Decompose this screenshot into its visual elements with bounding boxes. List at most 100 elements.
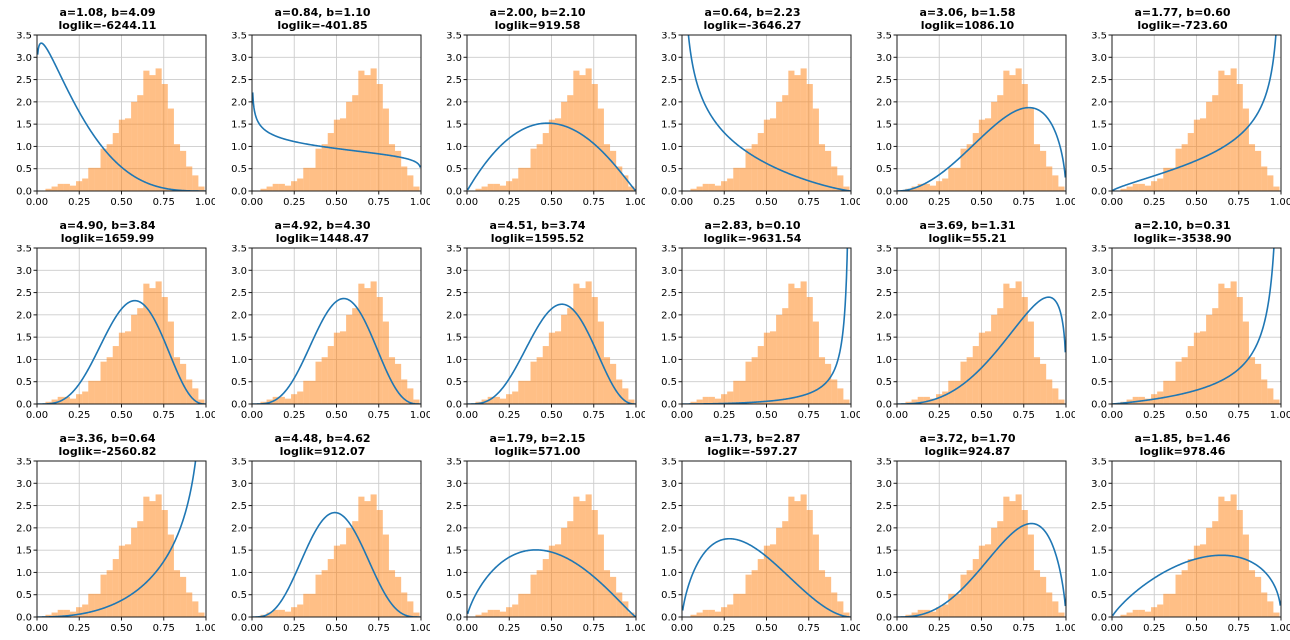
svg-text:0.0: 0.0 [876,613,892,624]
svg-text:2.0: 2.0 [231,523,247,534]
subplot-title-loglik: loglik=-3538.90 [1133,232,1232,245]
beta-pdf-curve [467,303,636,404]
svg-text:3.0: 3.0 [1091,479,1107,490]
svg-text:0.75: 0.75 [1228,410,1250,421]
subplot-title-params: a=2.83, b=0.10 [704,219,801,232]
svg-text:0.75: 0.75 [1013,197,1035,208]
tick-labels: 0.0 0.5 1.0 1.5 2.0 2.5 3.0 3.5 0.00 0.25 0.50 0.75… [661,32,860,208]
histogram-bars [45,281,205,404]
svg-text:3.5: 3.5 [446,458,462,468]
svg-text:0.50: 0.50 [755,410,777,421]
tick-labels: 0.0 0.5 1.0 1.5 2.0 2.5 3.0 3.5 0.00 0.25 0.50 0.75… [16,32,215,208]
svg-text:0.5: 0.5 [661,164,677,175]
beta-pdf-curve [37,299,206,404]
svg-text:3.5: 3.5 [876,245,892,255]
subplot-title: a=1.73, b=2.87 loglik=-597.27 [645,426,860,458]
subplot-title-loglik: loglik=1448.47 [275,232,370,245]
svg-text:0.00: 0.00 [241,197,263,208]
svg-text:3.0: 3.0 [16,479,32,490]
svg-text:2.5: 2.5 [661,501,677,512]
svg-text:0.50: 0.50 [755,197,777,208]
svg-text:0.00: 0.00 [671,410,693,421]
subplot-title-loglik: loglik=-3646.27 [703,19,802,32]
svg-text:1.5: 1.5 [876,546,892,557]
subplot-title-loglik: loglik=1086.10 [920,19,1015,32]
subplot-title-loglik: loglik=924.87 [924,445,1011,458]
svg-text:1.00: 1.00 [625,410,645,421]
subplot-axes: 0.0 0.5 1.0 1.5 2.0 2.5 3.0 3.5 0.00 0.25 0.50 0.75… [1091,32,1290,208]
svg-text:0.75: 0.75 [1228,197,1250,208]
svg-text:3.0: 3.0 [876,266,892,277]
subplot-title: a=0.84, b=1.10 loglik=-401.85 [215,0,430,32]
svg-text:1.5: 1.5 [661,546,677,557]
svg-text:0.75: 0.75 [583,197,605,208]
svg-text:0.5: 0.5 [231,377,247,388]
beta-pdf-curve [467,122,636,191]
svg-text:0.5: 0.5 [446,590,462,601]
svg-text:1.0: 1.0 [661,568,677,579]
svg-text:0.5: 0.5 [16,164,32,175]
svg-text:0.75: 0.75 [368,197,390,208]
svg-text:0.25: 0.25 [713,623,735,634]
svg-text:3.5: 3.5 [231,458,247,468]
svg-text:2.0: 2.0 [876,97,892,108]
svg-text:1.0: 1.0 [231,568,247,579]
subplot-cell: a=3.72, b=1.70 loglik=924.87 0.0 0.5 1.0 1.5 2… [860,426,1075,639]
beta-pdf-curve [252,297,421,404]
svg-text:1.5: 1.5 [16,120,32,131]
subplot-title-loglik: loglik=978.46 [1139,445,1226,458]
svg-text:0.75: 0.75 [798,410,820,421]
svg-text:0.5: 0.5 [1091,164,1107,175]
svg-text:3.0: 3.0 [231,479,247,490]
svg-text:1.00: 1.00 [1270,410,1290,421]
tick-labels: 0.0 0.5 1.0 1.5 2.0 2.5 3.0 3.5 0.00 0.25 0.50 0.75… [16,245,215,421]
subplot-title-params: a=3.36, b=0.64 [59,432,156,445]
tick-labels: 0.0 0.5 1.0 1.5 2.0 2.5 3.0 3.5 0.00 0.25 0.50 0.75… [876,245,1075,421]
subplot-title-params: a=1.77, b=0.60 [1134,6,1231,19]
svg-text:0.5: 0.5 [446,377,462,388]
subplot-title: a=2.10, b=0.31 loglik=-3538.90 [1075,213,1290,245]
subplot-title-params: a=1.85, b=1.46 [1134,432,1231,445]
svg-text:2.0: 2.0 [446,97,462,108]
svg-text:0.00: 0.00 [1101,623,1123,634]
svg-text:0.00: 0.00 [26,410,48,421]
svg-text:1.5: 1.5 [1091,120,1107,131]
svg-text:3.0: 3.0 [231,53,247,64]
subplot-title-loglik: loglik=-597.27 [707,445,798,458]
beta-pdf-curve [1112,248,1275,404]
subplot-title-params: a=4.51, b=3.74 [489,219,586,232]
subplot-title: a=1.77, b=0.60 loglik=-723.60 [1075,0,1290,32]
svg-text:1.00: 1.00 [195,197,215,208]
svg-text:0.00: 0.00 [241,623,263,634]
svg-text:0.0: 0.0 [231,613,247,624]
subplot-cell: a=2.10, b=0.31 loglik=-3538.90 0.0 0.5 1.0 1.… [1075,213,1290,426]
subplot-title: a=2.83, b=0.10 loglik=-9631.54 [645,213,860,245]
svg-text:0.0: 0.0 [16,400,32,411]
histogram-bars [45,494,205,617]
subplot-title-loglik: loglik=919.58 [494,19,581,32]
svg-text:1.00: 1.00 [410,623,430,634]
svg-text:0.50: 0.50 [325,623,347,634]
svg-text:0.75: 0.75 [153,623,175,634]
beta-pdf-curve [897,296,1066,404]
svg-text:1.5: 1.5 [446,333,462,344]
svg-text:0.25: 0.25 [928,197,950,208]
svg-text:0.25: 0.25 [283,623,305,634]
subplot-title-params: a=3.72, b=1.70 [919,432,1016,445]
svg-text:1.0: 1.0 [876,568,892,579]
svg-text:0.00: 0.00 [671,623,693,634]
svg-text:0.25: 0.25 [928,623,950,634]
svg-text:1.00: 1.00 [625,623,645,634]
subplot-title-params: a=4.92, b=4.30 [274,219,371,232]
subplot-title-params: a=0.64, b=2.23 [704,6,801,19]
svg-text:0.0: 0.0 [661,400,677,411]
svg-text:0.50: 0.50 [325,197,347,208]
svg-text:3.5: 3.5 [661,245,677,255]
histogram-bars [260,68,420,191]
svg-text:0.00: 0.00 [456,410,478,421]
svg-text:1.00: 1.00 [625,197,645,208]
svg-text:3.0: 3.0 [876,53,892,64]
subplot-axes: 0.0 0.5 1.0 1.5 2.0 2.5 3.0 3.5 0.00 0.25 0.50 0.75… [876,458,1075,634]
svg-text:2.0: 2.0 [16,523,32,534]
svg-text:3.5: 3.5 [446,32,462,42]
